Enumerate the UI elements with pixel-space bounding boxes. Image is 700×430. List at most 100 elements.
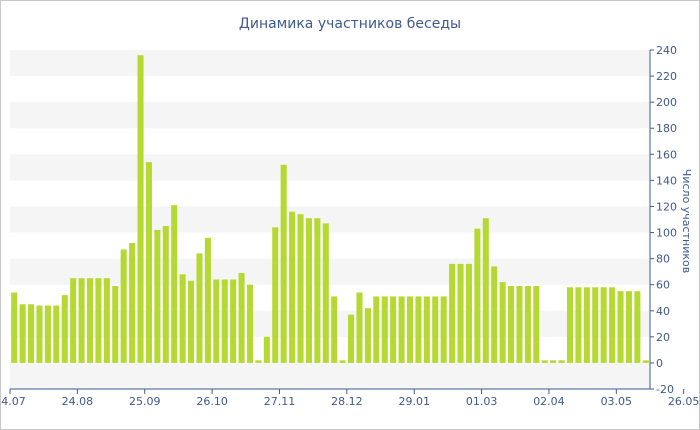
- bar: [331, 296, 338, 363]
- bar: [423, 296, 430, 363]
- bar: [625, 291, 632, 363]
- bar: [314, 218, 321, 363]
- grid-band: [10, 154, 650, 181]
- bar: [230, 279, 237, 363]
- y-tick-label: 240: [656, 44, 677, 57]
- y-tick-label: 40: [656, 305, 670, 318]
- x-tick-label: 02.04: [533, 395, 565, 408]
- y-ticks: -20 0 20 40 60 80 100 120 140 160 180 200 220 240: [650, 44, 677, 396]
- bar: [583, 287, 590, 363]
- bar: [129, 242, 136, 363]
- bar: [179, 274, 186, 363]
- bar: [566, 287, 574, 363]
- grid-bands: [10, 50, 650, 389]
- grid-band: [10, 102, 650, 129]
- bar: [449, 263, 456, 363]
- bar: [255, 360, 262, 363]
- bar: [53, 305, 60, 363]
- bar: [154, 229, 161, 363]
- bar: [516, 286, 523, 363]
- bar: [19, 304, 26, 363]
- y-tick-label: 220: [656, 70, 677, 83]
- bar: [524, 286, 531, 363]
- bar: [617, 291, 624, 363]
- x-tick-label: 03.05: [601, 395, 633, 408]
- bar: [600, 287, 607, 363]
- bar: [246, 284, 254, 363]
- bar: [213, 279, 220, 363]
- bar: [112, 286, 119, 363]
- bar: [103, 278, 110, 363]
- bar: [508, 286, 515, 363]
- bar: [86, 278, 94, 363]
- bar: [558, 360, 565, 363]
- bar: [432, 296, 439, 363]
- bar: [499, 282, 506, 363]
- bar: [272, 227, 279, 363]
- bar: [406, 296, 414, 363]
- y-tick-label: 100: [656, 227, 677, 240]
- bar: [305, 218, 312, 363]
- y-tick-label: -20: [656, 383, 674, 396]
- bar: [263, 336, 270, 363]
- x-tick-label: 24.07: [0, 395, 26, 408]
- bar: [280, 164, 287, 363]
- bar: [322, 223, 329, 363]
- bar: [171, 205, 178, 363]
- x-tick-label: 29.01: [398, 395, 430, 408]
- x-tick-label: 24.08: [62, 395, 94, 408]
- bar: [137, 55, 144, 363]
- bar: [70, 278, 77, 363]
- bar-group: [11, 55, 649, 363]
- bar: [541, 360, 548, 363]
- x-tick-label: 25.09: [129, 395, 161, 408]
- x-tick-label: 01.03: [466, 395, 498, 408]
- bar: [339, 360, 346, 363]
- y-tick-label: 120: [656, 200, 677, 213]
- y-tick-label: 60: [656, 279, 670, 292]
- x-ticks: 24.07 24.08 25.09 26.10 27.11 28.12 29.01 01.03…: [0, 389, 700, 408]
- y-tick-label: 180: [656, 122, 677, 135]
- y-axis-label: Число участников: [680, 169, 693, 273]
- x-tick-label: 28.12: [331, 395, 363, 408]
- bar: [204, 237, 211, 363]
- bar: [120, 249, 127, 363]
- bar: [188, 280, 195, 363]
- bar: [415, 296, 422, 363]
- y-tick-label: 160: [656, 148, 677, 161]
- bar: [61, 295, 68, 363]
- bar: [78, 278, 85, 363]
- y-tick-label: 0: [656, 357, 663, 370]
- bar: [440, 296, 447, 363]
- x-tick-label: 26.05: [668, 395, 700, 408]
- grid-band: [10, 206, 650, 233]
- bar: [289, 211, 296, 363]
- chart-title: Динамика участников беседы: [239, 16, 461, 32]
- x-tick-label: 27.11: [264, 395, 296, 408]
- bar: [474, 228, 481, 363]
- bar: [145, 162, 152, 363]
- bar: [373, 296, 380, 363]
- y-tick-label: 200: [656, 96, 677, 109]
- grid-band: [10, 50, 650, 77]
- y-tick-label: 140: [656, 174, 677, 187]
- bar: [221, 279, 228, 363]
- bar: [348, 314, 355, 363]
- bar: [390, 296, 397, 363]
- x-tick-label: 26.10: [196, 395, 228, 408]
- bar: [592, 287, 599, 363]
- bar: [465, 263, 472, 363]
- bar: [28, 304, 35, 363]
- bar: [297, 214, 304, 363]
- bar: [609, 287, 616, 363]
- bar: [356, 292, 363, 363]
- y-tick-label: 20: [656, 331, 670, 344]
- bar: [36, 305, 43, 363]
- bar: [491, 266, 498, 363]
- bar: [238, 272, 245, 363]
- bar: [550, 360, 557, 363]
- bar: [95, 278, 102, 363]
- grid-band: [10, 258, 650, 285]
- bar: [457, 263, 464, 363]
